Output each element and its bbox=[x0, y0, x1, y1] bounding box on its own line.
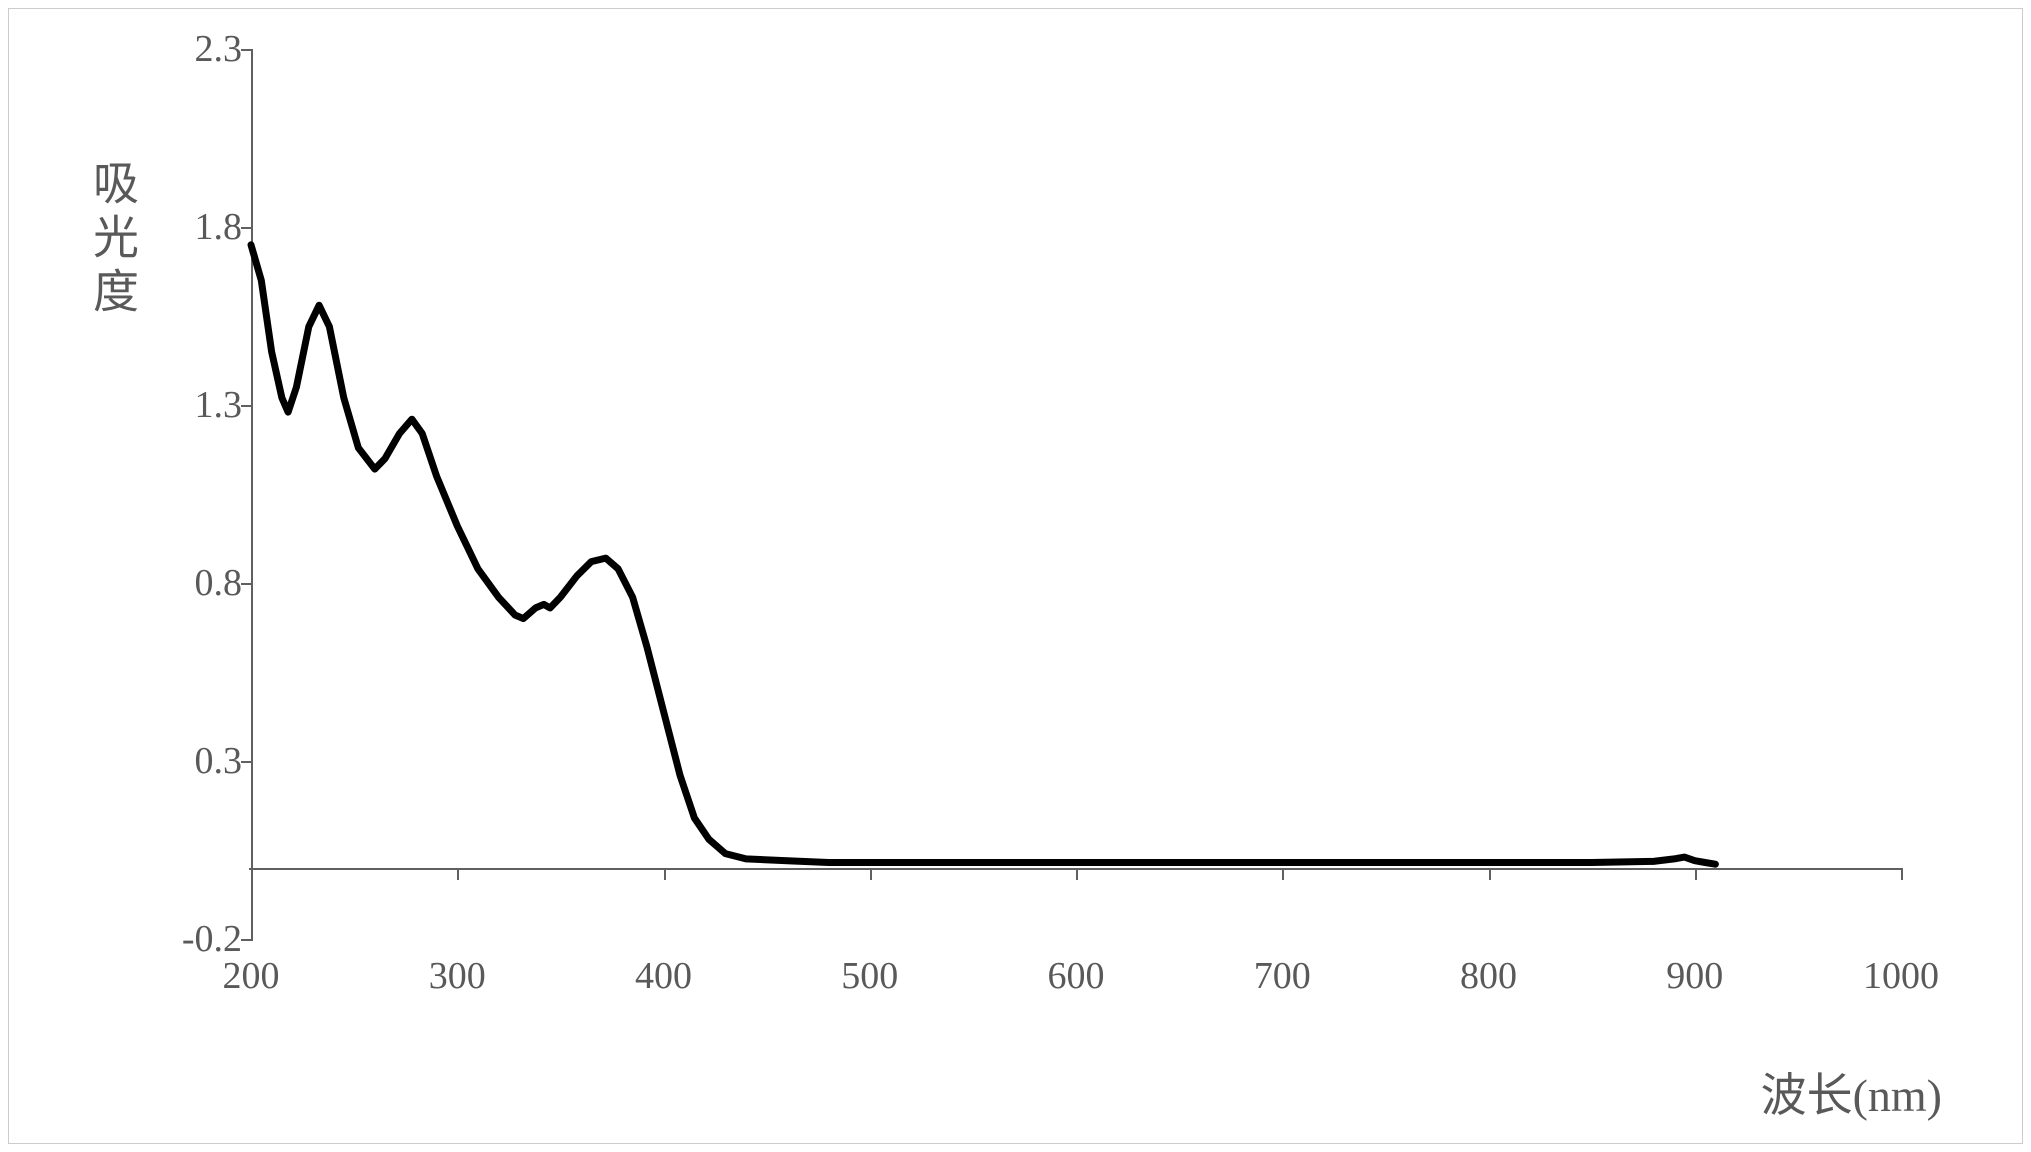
y-tick-label: 2.3 bbox=[195, 27, 243, 71]
y-tick-label: 0.3 bbox=[195, 739, 243, 783]
y-tick-label: 1.8 bbox=[195, 205, 243, 249]
y-tick-mark bbox=[241, 49, 253, 51]
x-tick-mark bbox=[870, 868, 872, 880]
x-tick-mark bbox=[1901, 868, 1903, 880]
x-tick-mark bbox=[1489, 868, 1491, 880]
x-tick-mark bbox=[251, 868, 253, 880]
y-tick-mark bbox=[241, 227, 253, 229]
x-tick-label: 500 bbox=[841, 954, 898, 998]
x-tick-mark bbox=[1282, 868, 1284, 880]
x-tick-mark bbox=[1076, 868, 1078, 880]
y-axis-title: 吸光度 bbox=[79, 159, 145, 321]
y-tick-label: 0.8 bbox=[195, 561, 243, 605]
x-tick-label: 200 bbox=[223, 954, 280, 998]
y-tick-mark bbox=[241, 761, 253, 763]
y-tick-mark bbox=[241, 583, 253, 585]
x-tick-label: 300 bbox=[429, 954, 486, 998]
y-tick-mark bbox=[241, 939, 253, 941]
x-tick-label: 700 bbox=[1254, 954, 1311, 998]
y-tick-mark bbox=[241, 405, 253, 407]
x-tick-label: 800 bbox=[1460, 954, 1517, 998]
x-tick-label: 1000 bbox=[1863, 954, 1939, 998]
plot-area bbox=[251, 49, 1901, 939]
chart-container: 吸光度 -0.20.30.81.31.82.3 2003004005006007… bbox=[8, 8, 2023, 1144]
x-tick-mark bbox=[664, 868, 666, 880]
x-axis-title: 波长(nm) bbox=[1761, 1059, 1942, 1125]
spectrum-line bbox=[251, 49, 1901, 939]
x-tick-label: 600 bbox=[1048, 954, 1105, 998]
y-tick-label: 1.3 bbox=[195, 383, 243, 427]
x-tick-label: 900 bbox=[1666, 954, 1723, 998]
x-tick-mark bbox=[1695, 868, 1697, 880]
x-tick-label: 400 bbox=[635, 954, 692, 998]
x-tick-mark bbox=[457, 868, 459, 880]
